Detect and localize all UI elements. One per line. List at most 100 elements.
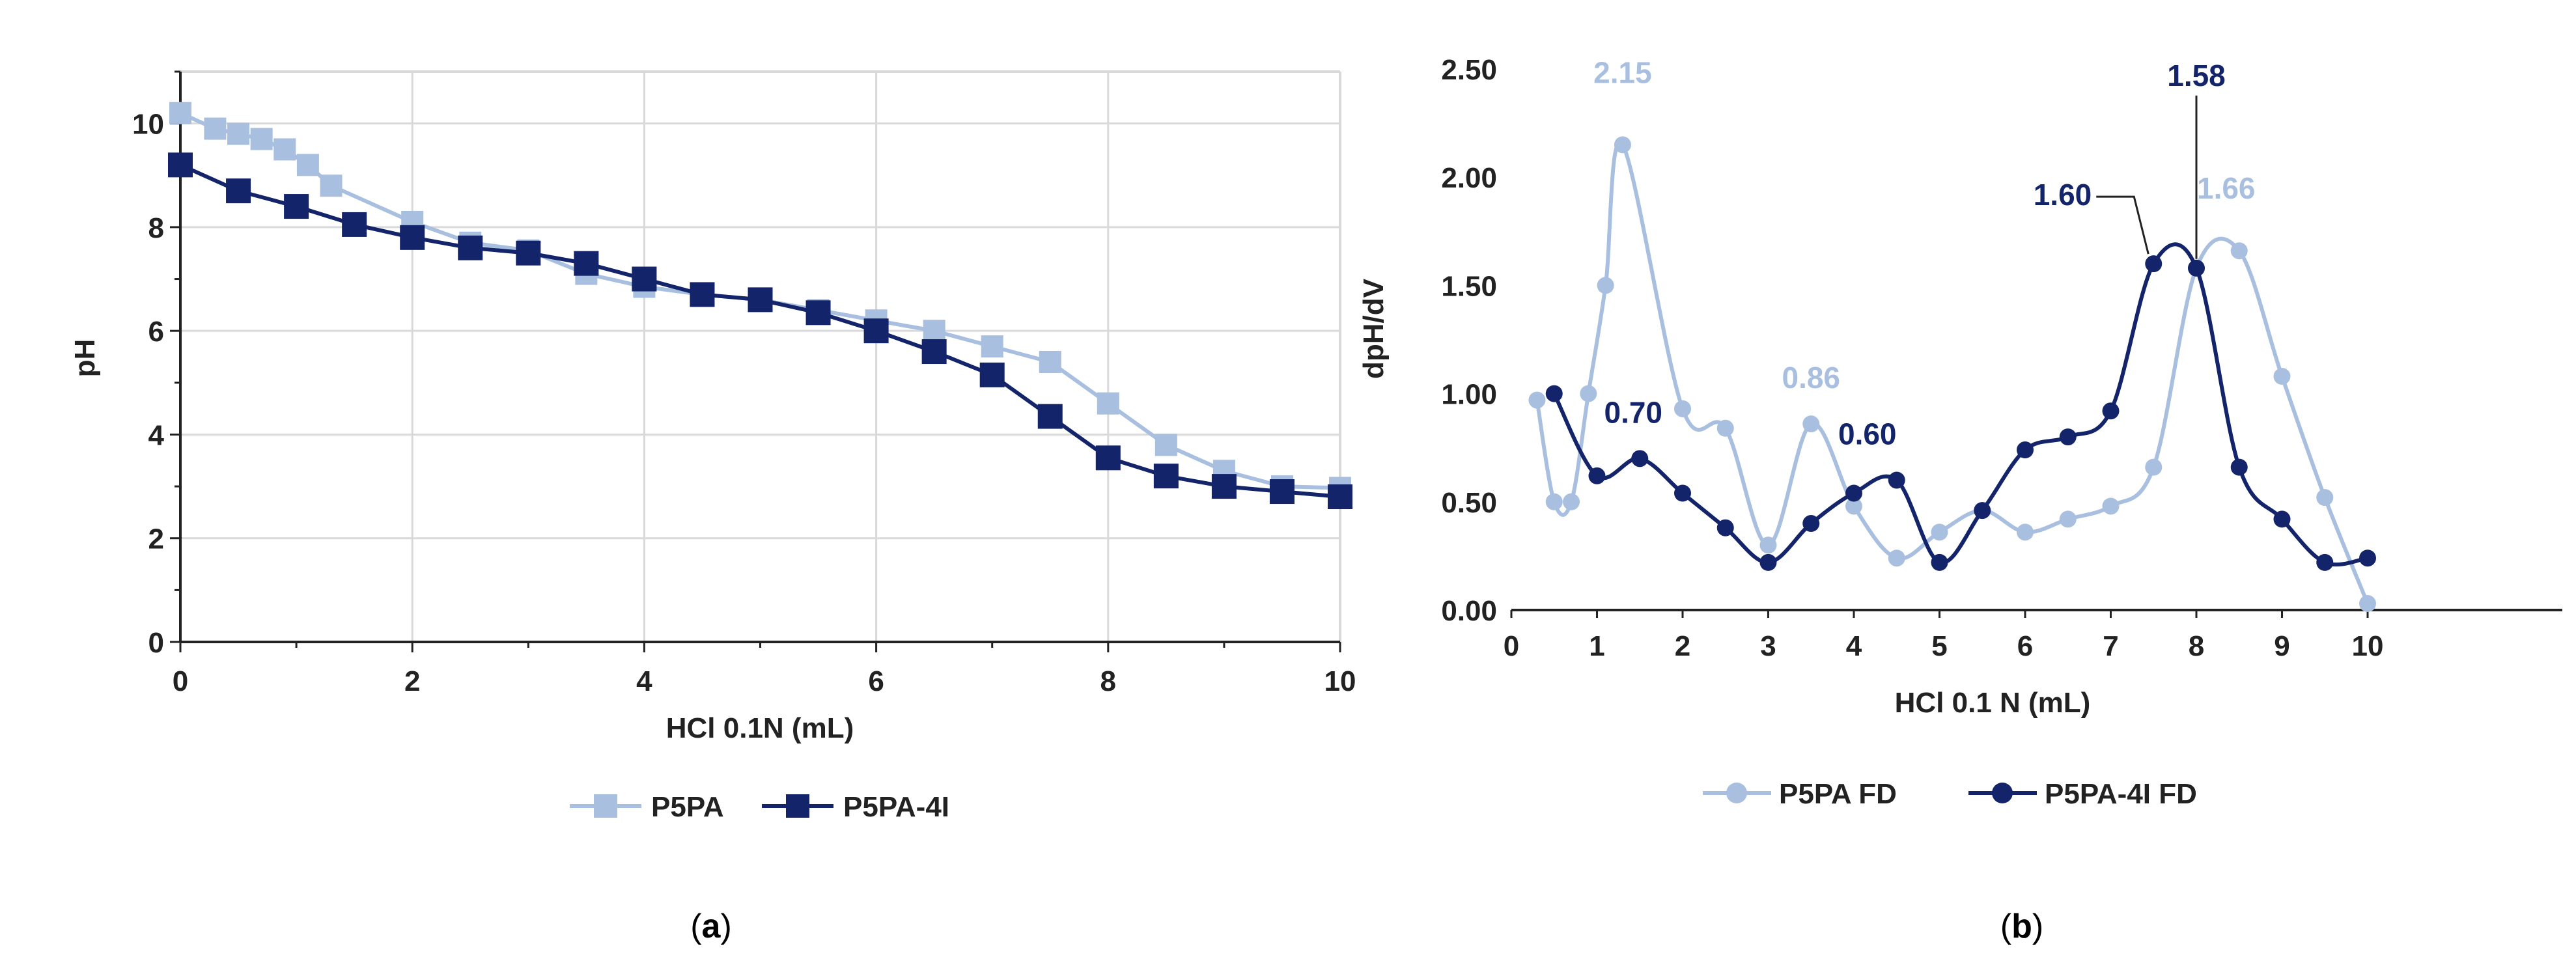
legend-label-p5pa-4i-fd: P5PA-4I FD bbox=[2045, 778, 2197, 810]
data-point-p5pa-fd bbox=[1845, 497, 1862, 515]
data-point-p5pa-4i-fd bbox=[1674, 484, 1691, 502]
x-tick-label-b: 1 bbox=[1589, 630, 1604, 662]
data-point-p5pa-4i bbox=[1095, 445, 1121, 471]
data-point-p5pa-4i-fd bbox=[1545, 385, 1563, 402]
x-tick-label-b: 4 bbox=[1846, 630, 1862, 662]
caption-b: (b) bbox=[2000, 908, 2043, 945]
x-tick-label-a: 10 bbox=[1324, 665, 1356, 697]
data-point-p5pa-fd bbox=[2273, 368, 2291, 385]
x-tick-label-a: 4 bbox=[636, 665, 652, 697]
data-point-p5pa bbox=[169, 102, 191, 124]
caption-a: (a) bbox=[690, 908, 732, 945]
data-label-0-60: 0.60 bbox=[1838, 417, 1897, 451]
x-axis-label-a: HCl 0.1N (mL) bbox=[666, 712, 854, 744]
data-point-p5pa-4i-fd bbox=[1588, 467, 1606, 484]
data-point-p5pa bbox=[981, 335, 1003, 358]
data-point-p5pa-4i bbox=[574, 251, 599, 276]
data-point-p5pa-4i bbox=[400, 225, 425, 250]
data-point-p5pa-fd bbox=[2102, 497, 2120, 515]
x-tick-label-b: 5 bbox=[1931, 630, 1947, 662]
data-label-0-86: 0.86 bbox=[1782, 361, 1840, 395]
x-tick-label-b: 2 bbox=[1675, 630, 1690, 662]
x-tick-label-b: 10 bbox=[2352, 630, 2384, 662]
data-point-p5pa-4i-fd bbox=[1631, 450, 1649, 467]
data-point-p5pa-4i bbox=[748, 287, 773, 313]
data-point-p5pa-4i bbox=[805, 300, 831, 326]
y-tick-label-b: 1.00 bbox=[1441, 379, 1497, 411]
data-point-p5pa-4i-fd bbox=[1759, 553, 1777, 571]
x-tick-label-a: 2 bbox=[404, 665, 420, 697]
data-point-p5pa bbox=[320, 174, 343, 197]
y-tick-label-b: 0.50 bbox=[1441, 487, 1497, 519]
data-label-1-66: 1.66 bbox=[2197, 171, 2256, 205]
data-point-p5pa-4i-fd bbox=[2102, 402, 2120, 420]
data-point-p5pa bbox=[204, 117, 227, 140]
data-point-p5pa-4i-fd bbox=[1716, 519, 1734, 536]
data-point-p5pa-4i-fd bbox=[1931, 553, 1948, 571]
data-point-p5pa bbox=[1039, 350, 1061, 373]
legend-a: P5PA P5PA-4I bbox=[570, 791, 949, 823]
data-point-p5pa-4i-fd bbox=[2188, 259, 2205, 277]
data-point-p5pa-fd bbox=[1614, 136, 1631, 154]
data-label-2-15: 2.15 bbox=[1593, 55, 1652, 89]
data-point-p5pa-fd bbox=[2359, 595, 2376, 613]
data-point-p5pa-4i bbox=[1211, 474, 1237, 499]
x-tick-label-b: 8 bbox=[2189, 630, 2204, 662]
data-point-p5pa-4i-fd bbox=[2230, 458, 2248, 476]
data-point-p5pa bbox=[923, 320, 945, 342]
caption-letter-b: b bbox=[2011, 908, 2032, 945]
data-point-p5pa-4i-fd bbox=[2145, 255, 2163, 273]
legend-label-p5pa-fd: P5PA FD bbox=[1779, 778, 1897, 810]
y-tick-label-b: 1.50 bbox=[1441, 270, 1497, 302]
y-tick-label-a: 0 bbox=[148, 627, 164, 659]
data-point-p5pa-4i bbox=[168, 152, 193, 178]
data-point-p5pa-fd bbox=[1580, 385, 1597, 402]
legend-marker-p5pa-4i bbox=[786, 794, 809, 818]
series-p5pa-fd bbox=[1528, 136, 2376, 613]
data-point-p5pa-4i bbox=[342, 212, 367, 237]
y-tick-label-b: 0.00 bbox=[1441, 595, 1497, 627]
data-point-p5pa-4i bbox=[516, 240, 541, 266]
data-point-p5pa-fd bbox=[1759, 536, 1777, 554]
legend-label-p5pa: P5PA bbox=[651, 791, 724, 823]
x-tick-label-b: 9 bbox=[2274, 630, 2289, 662]
data-point-p5pa-fd bbox=[1802, 415, 1820, 433]
data-point-p5pa bbox=[1155, 434, 1177, 456]
y-tick-label-a: 2 bbox=[148, 523, 164, 555]
data-point-p5pa-4i-fd bbox=[2059, 428, 2077, 446]
y-tick-label-a: 6 bbox=[148, 316, 164, 348]
data-label-1-58: 1.58 bbox=[2167, 59, 2226, 92]
data-point-p5pa-4i bbox=[226, 178, 251, 204]
x-tick-label-b: 6 bbox=[2017, 630, 2033, 662]
svg-text:(b): (b) bbox=[2000, 908, 2043, 945]
legend-marker-p5pa-4i-fd bbox=[1992, 783, 2013, 803]
data-point-p5pa-4i bbox=[1328, 484, 1352, 510]
data-point-p5pa-4i bbox=[458, 235, 483, 260]
data-point-p5pa-4i-fd bbox=[2017, 441, 2034, 459]
data-point-p5pa-4i bbox=[632, 266, 657, 292]
data-point-p5pa-4i-fd bbox=[2316, 553, 2334, 571]
legend-b: P5PA FD P5PA-4I FD bbox=[1703, 778, 2197, 810]
data-point-p5pa-fd bbox=[2145, 458, 2163, 476]
data-point-p5pa-4i bbox=[979, 362, 1005, 387]
svg-text:(a): (a) bbox=[690, 908, 732, 945]
data-point-p5pa-4i-fd bbox=[2273, 510, 2291, 528]
data-point-p5pa-4i bbox=[921, 339, 947, 365]
y-tick-label-b: 2.00 bbox=[1441, 162, 1497, 194]
y-axis-label-a: pH bbox=[69, 339, 101, 378]
data-point-p5pa bbox=[273, 138, 296, 161]
data-point-p5pa-fd bbox=[1931, 523, 1948, 541]
x-tick-label-b: 0 bbox=[1504, 630, 1519, 662]
chart-panel-b: 0.00 0.50 1.00 1.50 2.00 2.50 0 1 2 3 4 5 6 7 8 9 10 2.… bbox=[1358, 54, 2562, 945]
legend-label-p5pa-4i: P5PA-4I bbox=[843, 791, 949, 823]
data-point-p5pa bbox=[250, 128, 273, 150]
data-point-p5pa-fd bbox=[2316, 489, 2334, 507]
data-point-p5pa-4i-fd bbox=[1974, 502, 1991, 520]
data-point-p5pa-4i-fd bbox=[1888, 471, 1905, 489]
leader-line bbox=[2096, 195, 2149, 255]
x-tick-label-a: 8 bbox=[1100, 665, 1116, 697]
y-tick-label-b: 2.50 bbox=[1441, 54, 1497, 86]
x-axis-label-b: HCl 0.1 N (mL) bbox=[1895, 687, 2091, 719]
x-tick-label-b: 3 bbox=[1760, 630, 1776, 662]
